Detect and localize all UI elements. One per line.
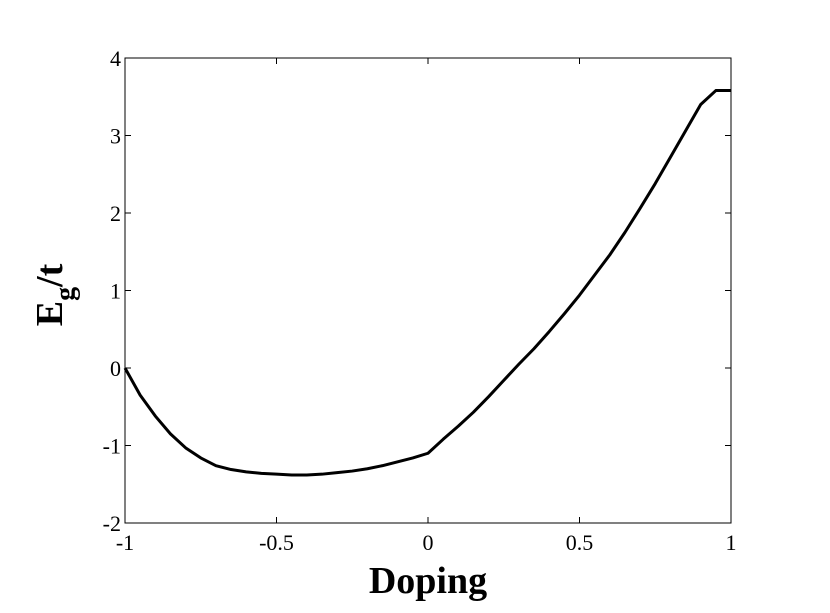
y-axis-title-main: E — [29, 301, 71, 326]
y-axis-ticks: -2 -1 0 1 2 3 4 — [103, 46, 731, 536]
x-tick-label: 0 — [423, 530, 434, 555]
x-axis-title: Doping — [369, 560, 487, 602]
y-tick-label: 1 — [110, 279, 121, 304]
series-line — [123, 89, 731, 477]
y-tick-label: 2 — [110, 201, 121, 226]
y-axis-title-subscript: g — [50, 287, 81, 301]
y-tick-label: -1 — [103, 434, 121, 459]
y-tick-label: 3 — [110, 124, 121, 149]
x-tick-label: 1 — [726, 530, 737, 555]
y-axis-title: Eg/t — [29, 263, 81, 326]
y-axis-title-suffix: /t — [29, 263, 71, 288]
y-tick-label: 0 — [110, 356, 121, 381]
x-tick-label: -1 — [116, 530, 134, 555]
series-group — [123, 89, 731, 477]
x-axis-ticks: -1 -0.5 0 0.5 1 — [116, 58, 737, 555]
x-tick-label: -0.5 — [259, 530, 294, 555]
plot-area — [124, 57, 732, 524]
y-tick-label: -2 — [103, 511, 121, 536]
x-tick-label: 0.5 — [566, 530, 594, 555]
y-tick-label: 4 — [110, 46, 121, 71]
svg-text:Eg/t: Eg/t — [29, 263, 81, 326]
